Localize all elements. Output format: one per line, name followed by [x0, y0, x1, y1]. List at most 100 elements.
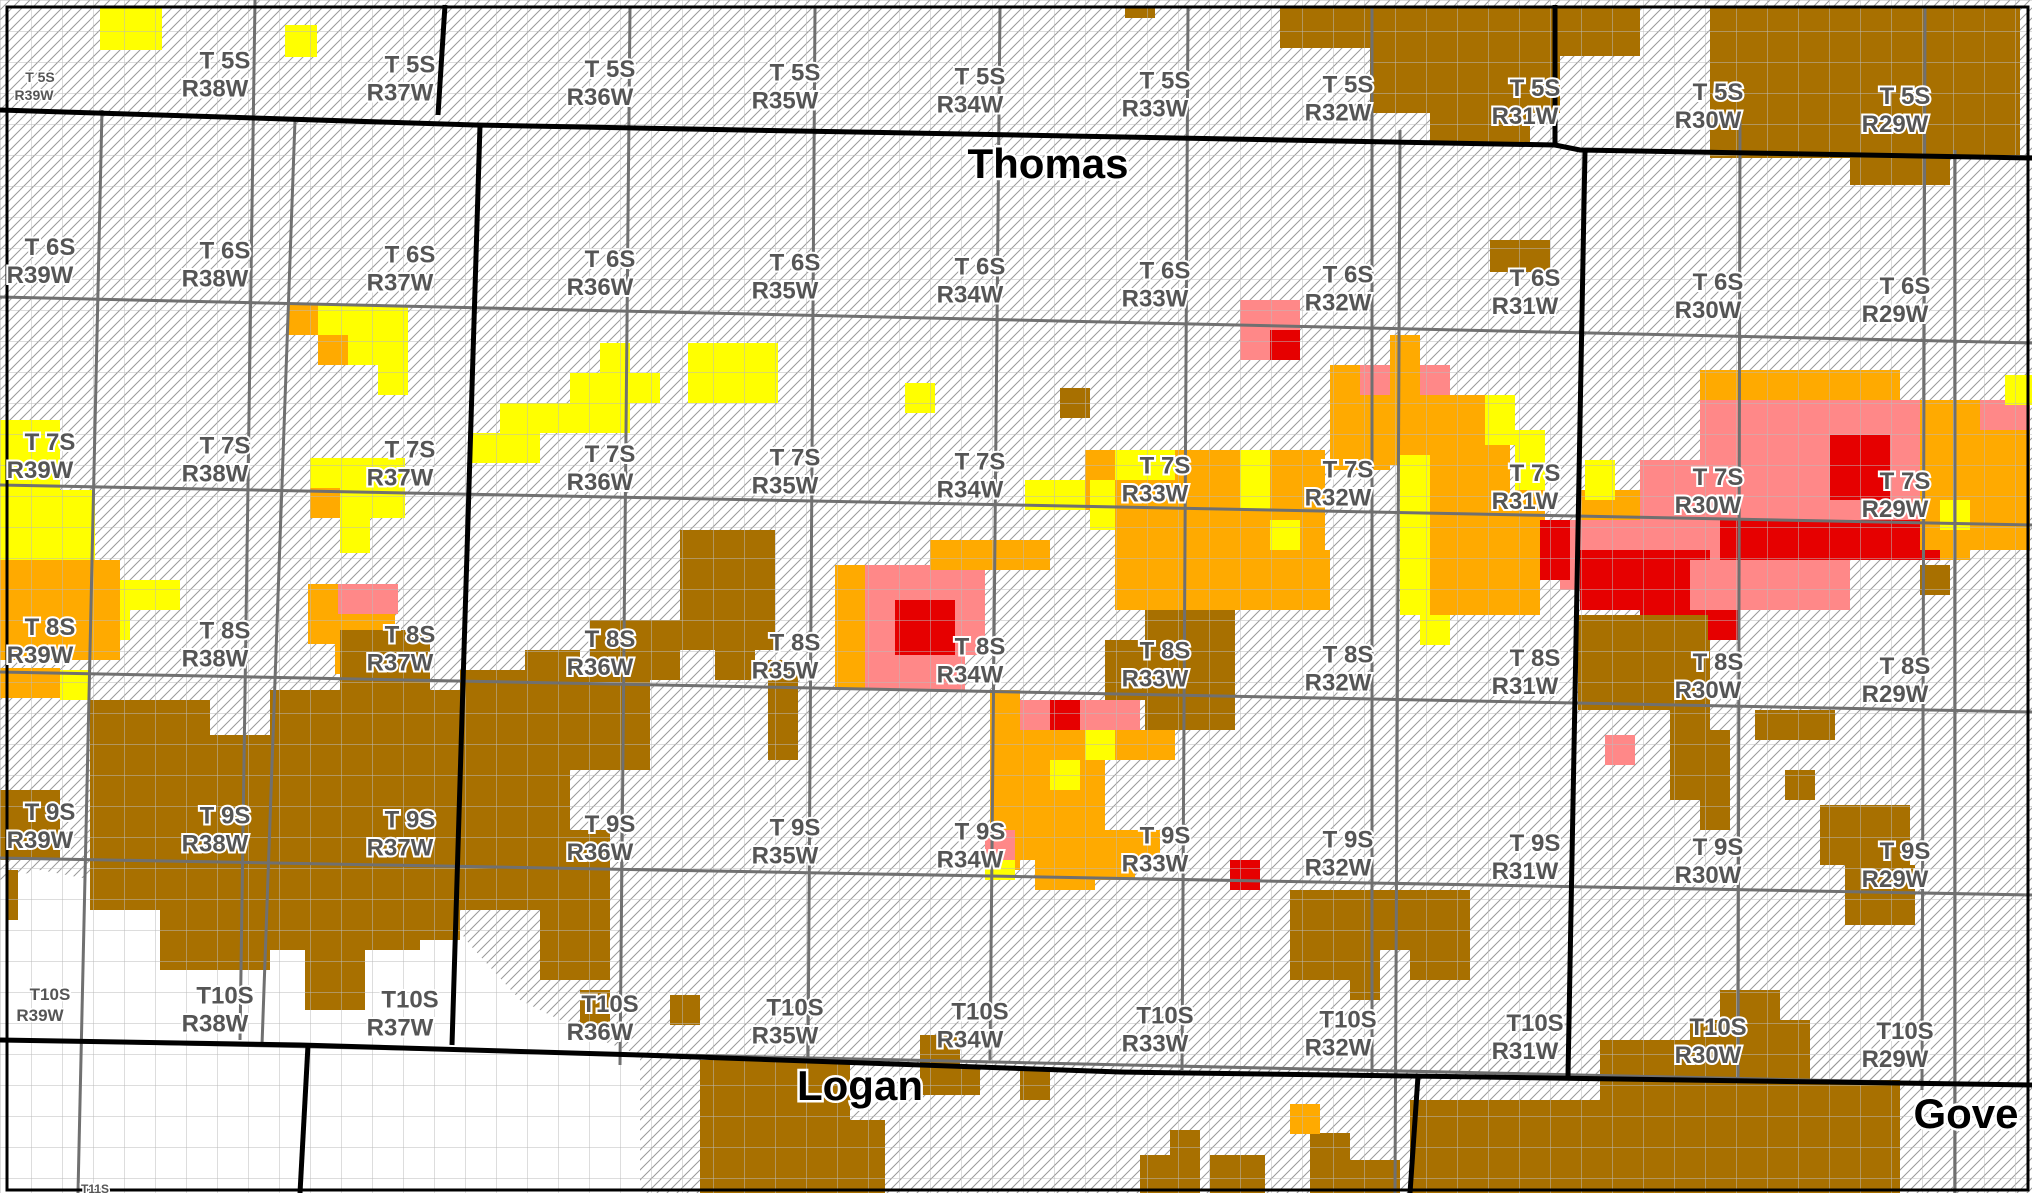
- label-t5s-r29w-township: T 5S: [1880, 83, 1931, 110]
- county-line-logan-gove: [1407, 1075, 1421, 1193]
- label-t5s-r37w-township: T 5S: [385, 52, 436, 79]
- label-t9s-r33w-township: T 9S: [1140, 822, 1191, 849]
- label-t7s-r29w-range: R29W: [1862, 496, 1929, 523]
- label-t7s-r29w-township: T 7S: [1880, 468, 1931, 495]
- label-t7s-r38w-range: R38W: [182, 461, 249, 488]
- label-t9s-r39w-township: T 9S: [25, 799, 76, 826]
- label-t6s-r33w-range: R33W: [1122, 285, 1189, 312]
- label-t8s-r29w-township: T 8S: [1880, 653, 1931, 680]
- label-t5s-r35w-township: T 5S: [770, 60, 821, 87]
- label-t9s-r30w-township: T 9S: [1693, 834, 1744, 861]
- label-t7s-r33w-range: R33W: [1122, 480, 1189, 507]
- label-t7s-r37w-range: R37W: [367, 465, 434, 492]
- county-line-west-2: [449, 124, 483, 1046]
- label-t6s-r32w-township: T 6S: [1323, 261, 1374, 288]
- label-t6s-r36w-township: T 6S: [585, 246, 636, 273]
- label-t10s-r34w-range: R34W: [937, 1027, 1004, 1054]
- label-t6s-r31w-range: R31W: [1492, 293, 1559, 320]
- label-t8s-r31w-range: R31W: [1492, 673, 1559, 700]
- label-t5s-r35w-range: R35W: [752, 88, 819, 115]
- label-t5s-r39w-range: R39W: [15, 87, 55, 103]
- label-t6s-r33w-township: T 6S: [1140, 257, 1191, 284]
- label-t8s-r35w-range: R35W: [752, 658, 819, 685]
- label-t9s-r31w-township: T 9S: [1510, 830, 1561, 857]
- label-t6s-r34w-township: T 6S: [955, 254, 1006, 281]
- label-t8s-r34w-township: T 8S: [955, 634, 1006, 661]
- label-t6s-r39w-township: T 6S: [25, 234, 76, 261]
- label-t7s-r30w-range: R30W: [1675, 492, 1742, 519]
- label-t6s-r38w-range: R38W: [182, 266, 249, 293]
- label-t8s-r32w-range: R32W: [1305, 669, 1372, 696]
- county-lines: [0, 4, 2032, 1193]
- label-t5s-r31w-range: R31W: [1492, 103, 1559, 130]
- label-t7s-r39w-range: R39W: [7, 457, 74, 484]
- label-t6s-r38w-township: T 6S: [200, 238, 251, 265]
- label-t5s-r39w-township: T 5S: [25, 69, 55, 85]
- label-t8s-r38w-township: T 8S: [200, 618, 251, 645]
- label-t7s-r37w-township: T 7S: [385, 437, 436, 464]
- label-t5s-r36w-township: T 5S: [585, 56, 636, 83]
- label-t5s-r38w-township: T 5S: [200, 48, 251, 75]
- label-t8s-r36w-township: T 8S: [585, 626, 636, 653]
- label-t7s-r36w-range: R36W: [567, 469, 634, 496]
- label-t10s-r29w-township: T10S: [1876, 1018, 1933, 1045]
- label-t7s-r34w-range: R34W: [937, 477, 1004, 504]
- label-t9s-r34w-range: R34W: [937, 847, 1004, 874]
- label-t7s-r39w-township: T 7S: [25, 429, 76, 456]
- label-t7s-r35w-township: T 7S: [770, 445, 821, 472]
- label-t9s-r30w-range: R30W: [1675, 862, 1742, 889]
- label-t8s-r38w-range: R38W: [182, 646, 249, 673]
- label-t9s-r36w-township: T 9S: [585, 811, 636, 838]
- label-t5s-r38w-range: R38W: [182, 76, 249, 103]
- label-t9s-r39w-range: R39W: [7, 827, 74, 854]
- label-t6s-r35w-range: R35W: [752, 278, 819, 305]
- label-t6s-r30w-township: T 6S: [1693, 269, 1744, 296]
- label-t10s-r36w-township: T10S: [581, 991, 638, 1018]
- label-t5s-r34w-range: R34W: [937, 92, 1004, 119]
- label-t5s-r36w-range: R36W: [567, 84, 634, 111]
- label-t7s-r33w-township: T 7S: [1140, 452, 1191, 479]
- label-t5s-r30w-township: T 5S: [1693, 79, 1744, 106]
- label-t6s-r34w-range: R34W: [937, 282, 1004, 309]
- label-t8s-r31w-township: T 8S: [1510, 645, 1561, 672]
- label-t9s-r37w-range: R37W: [367, 835, 434, 862]
- label-t10s-r31w-range: R31W: [1492, 1038, 1559, 1065]
- label-t5s-r33w-range: R33W: [1122, 95, 1189, 122]
- county-line-thomas-logan: [0, 1037, 2032, 1088]
- label-t8s-r33w-township: T 8S: [1140, 637, 1191, 664]
- label-t9s-r38w-range: R38W: [182, 831, 249, 858]
- label-t9s-r35w-township: T 9S: [770, 815, 821, 842]
- label-t7s-r31w-range: R31W: [1492, 488, 1559, 515]
- label-t7s-r31w-township: T 7S: [1510, 460, 1561, 487]
- label-t10s-r31w-township: T10S: [1506, 1010, 1563, 1037]
- label-t8s-r32w-township: T 8S: [1323, 641, 1374, 668]
- label-t5s-r34w-township: T 5S: [955, 64, 1006, 91]
- label-t5s-r32w-range: R32W: [1305, 99, 1372, 126]
- label-t6s-r30w-range: R30W: [1675, 297, 1742, 324]
- label-t10s-r36w-range: R36W: [567, 1019, 634, 1046]
- label-t6s-r39w-range: R39W: [7, 262, 74, 289]
- label-t7s-r32w-township: T 7S: [1323, 456, 1374, 483]
- county-line-west-1: [435, 4, 448, 116]
- label-t5s-r33w-township: T 5S: [1140, 67, 1191, 94]
- label-t5s-r37w-range: R37W: [367, 80, 434, 107]
- county-label-gove: Gove: [1913, 1090, 2018, 1137]
- label-t9s-r32w-range: R32W: [1305, 854, 1372, 881]
- label-t8s-r29w-range: R29W: [1862, 681, 1929, 708]
- map-frame: [5, 5, 2030, 1192]
- label-t8s-r37w-township: T 8S: [385, 622, 436, 649]
- label-t10s-r33w-range: R33W: [1122, 1030, 1189, 1057]
- label-t10s-r32w-range: R32W: [1305, 1034, 1372, 1061]
- label-t9s-r29w-range: R29W: [1862, 866, 1929, 893]
- label-t6s-r35w-township: T 6S: [770, 250, 821, 277]
- label-t7s-r32w-range: R32W: [1305, 484, 1372, 511]
- label-t6s-r37w-range: R37W: [367, 270, 434, 297]
- label-t6s-r37w-township: T 6S: [385, 242, 436, 269]
- label-t10s-r30w-township: T10S: [1689, 1014, 1746, 1041]
- label-t10s-r39w-township: T10S: [30, 985, 71, 1004]
- label-t8s-r39w-range: R39W: [7, 642, 74, 669]
